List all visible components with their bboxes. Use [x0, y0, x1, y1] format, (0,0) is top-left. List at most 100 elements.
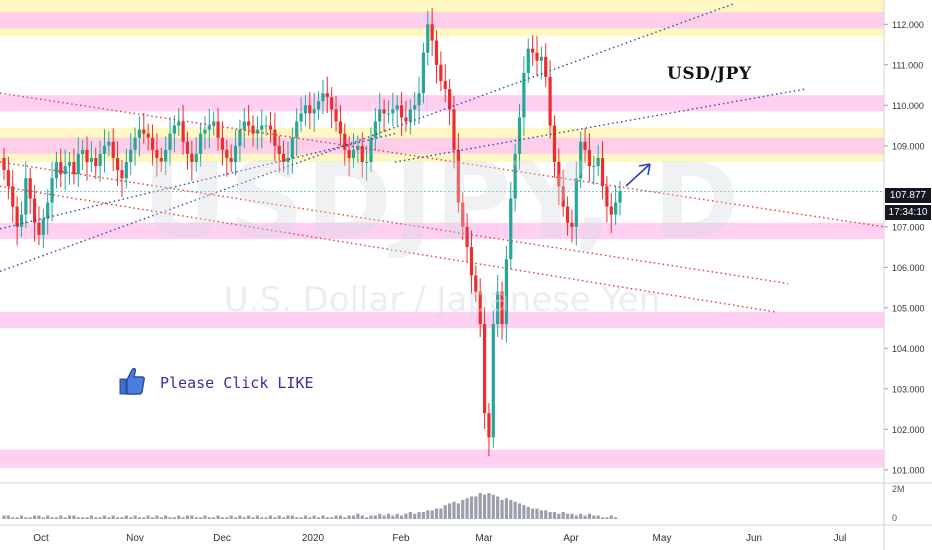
candle-body-32 [142, 129, 146, 134]
volume-bar-25 [111, 515, 115, 519]
candle-body-62 [273, 129, 277, 146]
volume-bar-44 [194, 517, 198, 519]
candle-body-121 [531, 48, 535, 53]
candle-body-104 [456, 149, 460, 203]
volume-bar-5 [24, 517, 28, 519]
volume-bar-18 [81, 517, 85, 519]
volume-bar-19 [85, 517, 89, 519]
zone-band-1 [0, 12, 884, 29]
volume-bar-113 [496, 496, 500, 519]
zone-band-6 [0, 311, 884, 329]
candle-body-137 [600, 157, 605, 187]
volume-bar-40 [177, 515, 181, 519]
candle-body-128 [561, 186, 565, 207]
candle-body-18 [81, 149, 85, 154]
like-text: Please Click LIKE [160, 374, 314, 392]
volume-bar-29 [129, 517, 133, 519]
volume-bar-28 [124, 515, 128, 519]
volume-bar-38 [168, 517, 172, 519]
volume-bar-2 [11, 517, 15, 519]
trendline-2 [394, 88, 806, 163]
volume-bar-109 [478, 493, 482, 519]
candle-body-6 [28, 178, 32, 199]
volume-bar-21 [94, 517, 98, 519]
price-tick-label-10: 101.000 [892, 465, 925, 475]
volume-bar-6 [28, 517, 32, 519]
candle-body-126 [552, 125, 557, 163]
price-tick-label-3: 109.000 [892, 141, 925, 151]
volume-bar-51 [225, 517, 229, 519]
price-tick-label-6: 105.000 [892, 303, 925, 313]
volume-bar-85 [373, 515, 377, 519]
candle-body-45 [198, 133, 203, 154]
candle-body-132 [579, 141, 583, 179]
volume-bar-35 [155, 515, 159, 519]
candle-body-70 [308, 105, 312, 114]
candle-body-116 [509, 198, 513, 260]
candle-body-111 [487, 413, 491, 438]
volume-bar-112 [491, 494, 495, 519]
volume-bar-74 [325, 517, 329, 519]
candle-body-122 [535, 52, 539, 61]
volume-bar-116 [509, 499, 513, 519]
volume-bar-37 [164, 515, 168, 519]
candle-body-17 [76, 153, 80, 175]
volume-bar-105 [461, 499, 465, 519]
price-tick-label-9: 102.000 [892, 425, 925, 435]
volume-bar-136 [596, 515, 600, 519]
volume-bar-61 [268, 515, 273, 519]
volume-bar-52 [229, 515, 233, 519]
candle-body-125 [548, 76, 552, 126]
candle-body-98 [430, 24, 434, 41]
candle-body-103 [452, 109, 456, 150]
candle-body-106 [465, 226, 469, 248]
candle-body-64 [282, 153, 286, 163]
like-callout[interactable]: Please Click LIKE [118, 366, 314, 400]
volume-bar-131 [574, 515, 578, 519]
volume-bar-58 [255, 515, 259, 519]
volume-bar-66 [290, 515, 294, 519]
candle-body-53 [233, 145, 238, 163]
candle-body-99 [434, 40, 439, 65]
candle-body-108 [474, 275, 478, 292]
volume-bar-80 [351, 515, 356, 519]
volume-bar-33 [146, 515, 150, 519]
candle-body-8 [37, 222, 41, 235]
volume-bar-64 [282, 517, 286, 519]
candle-body-23 [102, 145, 107, 154]
volume-bar-137 [600, 517, 605, 519]
candle-body-56 [247, 121, 251, 126]
zone-band-4 [0, 137, 884, 154]
candle-body-93 [408, 109, 412, 122]
volume-bar-86 [378, 513, 382, 519]
volume-bar-7 [32, 515, 37, 519]
candle-body-110 [482, 324, 487, 414]
candle-body-115 [504, 259, 509, 325]
candle-body-61 [268, 125, 273, 130]
volume-bar-125 [548, 512, 552, 519]
volume-bar-127 [557, 513, 561, 519]
volume-bar-26 [115, 517, 120, 519]
candle-body-4 [19, 214, 24, 227]
volume-axis-label-top: 2M [892, 484, 905, 494]
candle-body-29 [129, 149, 133, 163]
candle-body-19 [85, 149, 89, 163]
volume-bar-111 [487, 493, 491, 519]
candle-body-27 [120, 170, 124, 179]
volume-bar-73 [321, 515, 325, 519]
countdown-tag: 17:34:10 [885, 205, 931, 220]
candle-body-139 [609, 206, 613, 215]
volume-bar-70 [308, 517, 312, 519]
volume-bar-30 [133, 515, 137, 519]
candle-body-22 [98, 153, 102, 167]
volume-bar-121 [531, 508, 535, 519]
volume-bar-82 [360, 515, 364, 519]
candle-body-127 [557, 162, 561, 187]
volume-bar-49 [216, 515, 220, 519]
volume-bar-14 [63, 517, 67, 519]
volume-bar-10 [46, 515, 50, 519]
candle-body-134 [587, 149, 592, 167]
thumbs-up-icon[interactable] [118, 366, 146, 400]
price-tick-label-2: 110.000 [892, 101, 924, 111]
